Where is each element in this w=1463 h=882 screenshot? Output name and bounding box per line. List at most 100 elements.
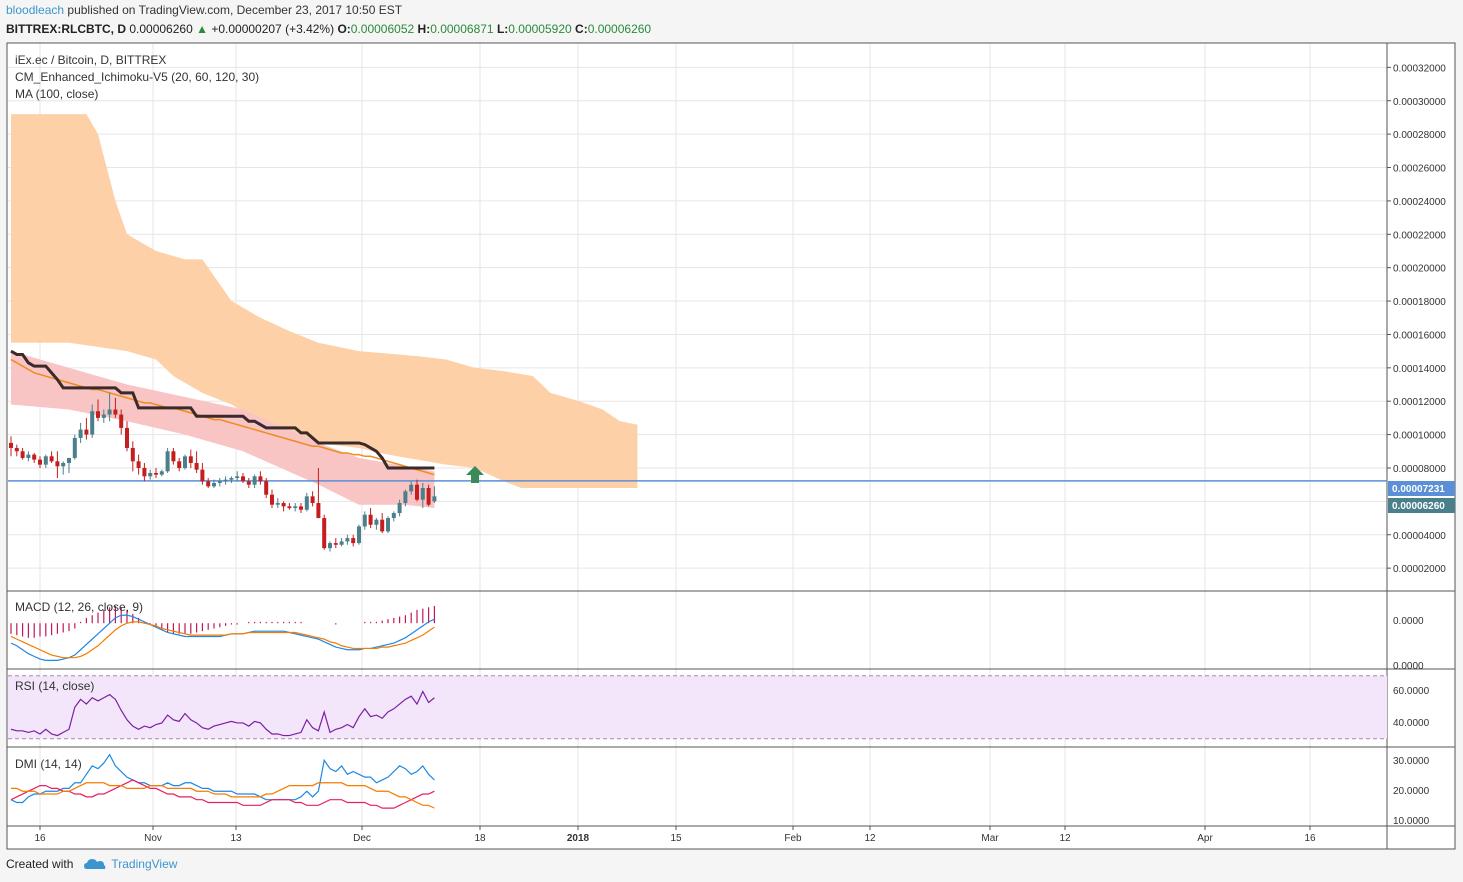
candle-body bbox=[357, 526, 361, 544]
candle-body bbox=[67, 457, 71, 463]
time-axis-label: 12 bbox=[1059, 833, 1071, 844]
candle-body bbox=[281, 503, 286, 507]
candle-body bbox=[14, 447, 19, 452]
candle-body bbox=[9, 442, 13, 448]
dmi-pane bbox=[10, 753, 435, 809]
time-axis-label: Feb bbox=[784, 833, 802, 844]
candle-body bbox=[43, 456, 48, 465]
rsi-axis-label-60: 60.0000 bbox=[1393, 686, 1430, 697]
candle-body bbox=[380, 519, 385, 532]
time-axis-label: Dec bbox=[353, 833, 371, 844]
candle-body bbox=[246, 481, 251, 485]
candle-body bbox=[38, 459, 42, 465]
candle-body bbox=[351, 538, 356, 544]
symbol-label: BITTREX:RLCBTC, D bbox=[6, 22, 126, 36]
candle-body bbox=[217, 481, 222, 484]
candle-body bbox=[304, 496, 309, 510]
rsi-pane bbox=[10, 690, 435, 737]
macd-pane bbox=[10, 605, 435, 661]
candle-body bbox=[101, 414, 106, 418]
candle-body bbox=[212, 483, 216, 487]
legend-macd[interactable]: MACD (12, 26, close, 9) bbox=[15, 600, 143, 614]
price-axis-label: 0.00026000 bbox=[1393, 164, 1446, 175]
time-axis-label: 12 bbox=[864, 833, 876, 844]
candle-body bbox=[391, 513, 396, 519]
candle-body bbox=[20, 451, 25, 458]
candle-body bbox=[165, 451, 170, 472]
candle-body bbox=[258, 476, 263, 482]
legend-rsi[interactable]: RSI (14, close) bbox=[15, 679, 94, 693]
legend-ichimoku[interactable]: CM_Enhanced_Ichimoku-V5 (20, 60, 120, 30… bbox=[15, 70, 259, 84]
time-axis-label: Apr bbox=[1197, 833, 1213, 844]
candle-body bbox=[403, 491, 408, 504]
candle-body bbox=[339, 541, 344, 545]
dmi-adx-line bbox=[11, 782, 435, 809]
candle-body bbox=[171, 451, 176, 462]
low-value: 0.00005920 bbox=[508, 22, 572, 36]
candle-body bbox=[55, 461, 60, 467]
rsi-line bbox=[10, 690, 435, 737]
price-axis-label: 0.00014000 bbox=[1393, 364, 1446, 375]
author-link[interactable]: bloodleach bbox=[6, 3, 65, 17]
price-axis[interactable]: 0.00032000 0.00030000 0.00028000 0.00026000… bbox=[1387, 63, 1446, 575]
publish-info: bloodleach published on TradingView.com,… bbox=[6, 3, 402, 17]
legend-symbol: iEx.ec / Bitcoin, D, BITTREX bbox=[15, 53, 166, 67]
high-value: 0.00006871 bbox=[430, 22, 494, 36]
change-up-icon: ▲ bbox=[196, 22, 208, 36]
footer-brand[interactable]: TradingView bbox=[79, 857, 177, 871]
candle-body bbox=[96, 411, 100, 418]
candle-body bbox=[328, 543, 332, 549]
candle-body bbox=[154, 472, 158, 475]
price-axis-label: 0.00028000 bbox=[1393, 130, 1446, 141]
price-axis-label: 0.00010000 bbox=[1393, 431, 1446, 442]
candle-body bbox=[194, 462, 199, 470]
candle-body bbox=[26, 454, 31, 458]
candle-body bbox=[310, 496, 315, 504]
time-axis[interactable]: 16 Nov 13 Dec 18 2018 15 Feb 12 Mar 12 Apr 16 bbox=[34, 826, 1316, 844]
dmi-axis-label-30: 30.0000 bbox=[1393, 756, 1430, 767]
hline-price-tag-text: 0.00007231 bbox=[1392, 484, 1445, 495]
macd-axis-label-1: 0.0000 bbox=[1393, 616, 1424, 627]
time-axis-label: 13 bbox=[230, 833, 242, 844]
buy-signal-arrow-icon[interactable] bbox=[466, 466, 484, 483]
price-axis-label: 0.00012000 bbox=[1393, 397, 1446, 408]
rsi-axis-label-40: 40.0000 bbox=[1393, 718, 1430, 729]
candle-body bbox=[183, 456, 187, 468]
candle-body bbox=[345, 538, 350, 542]
candle-body bbox=[362, 514, 367, 527]
candle-body bbox=[90, 411, 95, 435]
tradingview-cloud-icon bbox=[84, 859, 106, 869]
price-axis-label: 0.00032000 bbox=[1393, 63, 1446, 74]
price-axis-label: 0.00016000 bbox=[1393, 330, 1446, 341]
candle-body bbox=[415, 484, 419, 500]
candle-body bbox=[322, 518, 327, 549]
candle-body bbox=[293, 506, 298, 509]
candle-body bbox=[287, 506, 292, 509]
time-axis-label: 18 bbox=[474, 833, 486, 844]
candle-body bbox=[386, 518, 390, 532]
candle-body bbox=[148, 472, 153, 477]
high-label: H: bbox=[417, 22, 431, 36]
footer: Created with TradingView bbox=[6, 857, 177, 871]
candle-body bbox=[316, 503, 321, 519]
legend-dmi[interactable]: DMI (14, 14) bbox=[15, 757, 82, 771]
price-axis-label: 0.00008000 bbox=[1393, 464, 1446, 475]
candle-body bbox=[409, 484, 414, 492]
candle-body bbox=[264, 481, 269, 495]
price-axis-label: 0.00018000 bbox=[1393, 297, 1446, 308]
last-price-tag-text: 0.00006260 bbox=[1392, 501, 1445, 512]
candle-body bbox=[299, 506, 303, 510]
legend-ma[interactable]: MA (100, close) bbox=[15, 87, 98, 101]
macd-axis-label-2: 0.0000 bbox=[1393, 661, 1424, 672]
candle-body bbox=[200, 469, 205, 482]
candle-body bbox=[426, 488, 431, 505]
low-label: L: bbox=[496, 22, 509, 36]
candle-body bbox=[119, 414, 124, 428]
price-axis-label: 0.00004000 bbox=[1393, 531, 1446, 542]
hline-price-tag bbox=[1388, 481, 1455, 496]
dmi-plus-line bbox=[10, 753, 435, 804]
price-axis-label: 0.00030000 bbox=[1393, 97, 1446, 108]
time-axis-label: Mar bbox=[981, 833, 999, 844]
candle-body bbox=[223, 479, 228, 482]
